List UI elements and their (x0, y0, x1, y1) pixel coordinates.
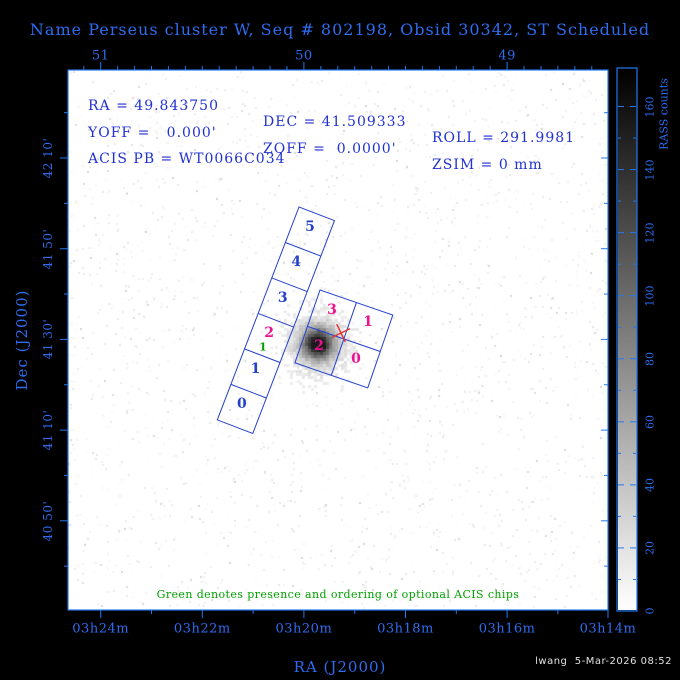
left-axis-tick-label: 41 10' (41, 409, 55, 451)
bottom-axis-tick-label: 03h20m (275, 621, 333, 637)
colorbar-tick-label: 60 (643, 414, 657, 429)
top-axis-tick-label: 50 (295, 48, 313, 64)
colorbar-tick-label: 80 (643, 351, 657, 366)
bottom-axis-tick-label: 03h16m (478, 621, 536, 637)
colorbar-tick-label: 160 (643, 96, 657, 117)
bottom-axis-tick-label: 03h18m (377, 621, 434, 637)
optional-chips-note: Green denotes presence and ordering of o… (156, 588, 520, 601)
colorbar-tick-label: 120 (643, 222, 657, 244)
left-axis-tick-label: 41 50' (41, 228, 55, 270)
colorbar-tick-label: 140 (643, 159, 657, 181)
bottom-axis-tick-label: 03h22m (173, 621, 231, 637)
colorbar-gradient (618, 69, 637, 610)
x-axis-title: RA (J2000) (293, 658, 387, 676)
left-axis-tick-label: 42 10' (41, 137, 55, 179)
user-timestamp: lwang 5-Mar-2026 08:52 (535, 656, 672, 667)
pointing-info-block: RA = 49.843750 DEC = 41.509333 ROLL = 29… (68, 70, 608, 173)
left-axis-tick-label: 41 30' (41, 319, 55, 360)
colorbar-tick-label: 40 (643, 477, 657, 492)
y-axis-title: Dec (J2000) (13, 289, 31, 391)
info-zsim: ZSIM = 0 mm (432, 157, 543, 173)
colorbar-title: RASS counts (657, 78, 671, 150)
sky-image-plot-area: RA = 49.843750 DEC = 41.509333 ROLL = 29… (68, 70, 608, 610)
info-acis-pb: ACIS PB = WT0066C034 (88, 151, 286, 167)
left-axis-tick-label: 40 50' (41, 500, 55, 542)
colorbar-tick-label: 0 (643, 607, 657, 615)
top-axis-tick-label: 51 (91, 48, 110, 64)
plot-title: Name Perseus cluster W, Seq # 802198, Ob… (29, 20, 651, 39)
top-axis-tick-label: 49 (498, 48, 516, 64)
colorbar-tick-label: 20 (643, 540, 657, 555)
bottom-axis-tick-label: 03h24m (72, 621, 130, 637)
colorbar-tick-label: 100 (643, 285, 657, 307)
bottom-axis-tick-label: 03h14m (579, 621, 637, 637)
